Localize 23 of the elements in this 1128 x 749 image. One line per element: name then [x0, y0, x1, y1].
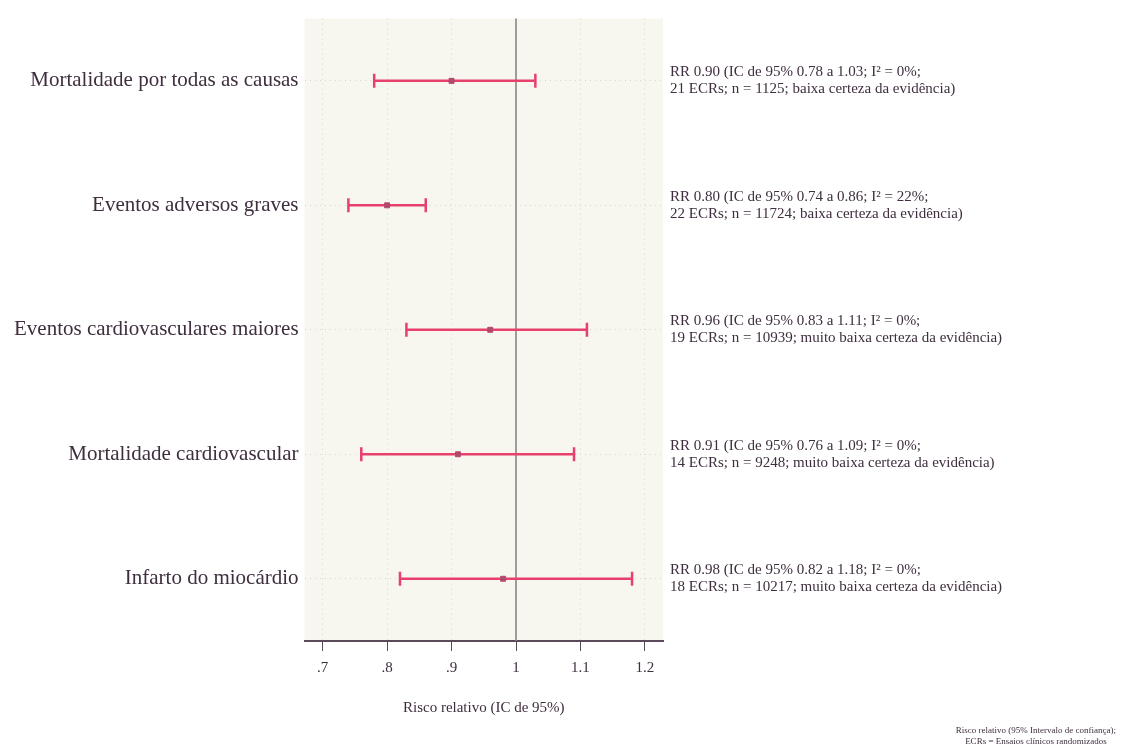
text: RR 0.91 (IC de 95% 0.76 a 1.09; I² = 0%; 14 ECRs; n = 9248; muito baixa certeza da evidência): [670, 436, 995, 471]
text: RR 0.90 (IC de 95% 0.78 a 1.03; I² = 0%; 21 ECRs; n = 1125; baixa certeza da evidência): [670, 63, 956, 98]
text: RR 0.80 (IC de 95% 0.74 a 0.86; I² = 22%; 22 ECRs; n = 11724; baixa certeza da evidência): [670, 187, 963, 222]
x-tick-label: .8: [381, 658, 393, 675]
point: [500, 575, 507, 582]
y-tick-label: Eventos adversos graves: [92, 191, 299, 216]
y-tick-label: Mortalidade por todas as causas: [30, 67, 299, 92]
point: [448, 77, 455, 84]
point: [487, 326, 494, 333]
x-tick-label: 1: [512, 658, 520, 675]
x-tick-label: 1.1: [571, 658, 590, 675]
text: Risco relativo (95% Intervalo de confiança); ECRs = Ensaios clínicos randomizados: [955, 725, 1116, 747]
x-axis-title: Risco relativo (IC de 95%): [402, 698, 565, 716]
text: RR 0.98 (IC de 95% 0.82 a 1.18; I² = 0%; 18 ECRs; n = 10217; muito baixa certeza da evidência): [670, 561, 1003, 596]
x-tick-label: .7: [316, 658, 329, 675]
x-tick-label: .9: [445, 658, 458, 675]
point: [455, 451, 461, 458]
y-tick-label: Infarto do miocárdio: [124, 565, 299, 590]
x-tick-label: 1.2: [635, 658, 655, 675]
point: [384, 202, 391, 209]
y-tick-label: Eventos cardiovasculares maiores: [13, 316, 299, 341]
text: RR 0.96 (IC de 95% 0.83 a 1.11; I² = 0%; 19 ECRs; n = 10939; muito baixa certeza da evidência): [670, 312, 1003, 347]
y-tick-label: Mortalidade cardiovascular: [68, 440, 299, 465]
